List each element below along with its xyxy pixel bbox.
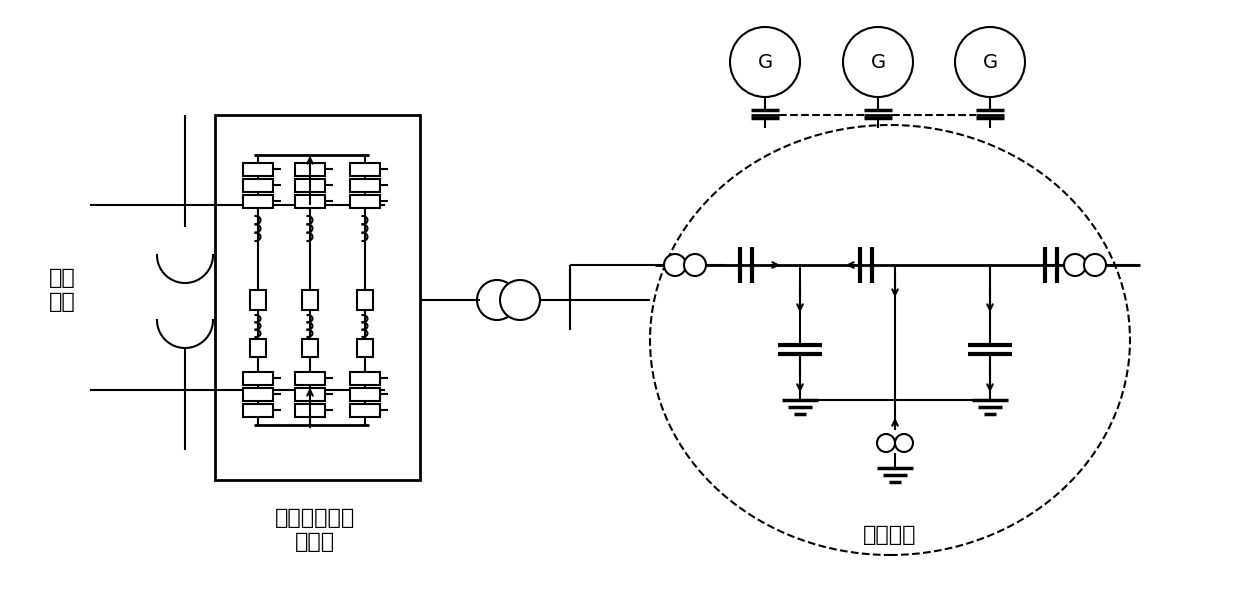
Circle shape — [684, 254, 706, 276]
Circle shape — [1064, 254, 1086, 276]
Bar — [243, 195, 273, 208]
Bar — [295, 163, 325, 176]
Circle shape — [663, 254, 686, 276]
Bar — [243, 404, 273, 417]
Bar — [295, 388, 325, 401]
Text: 交流电网: 交流电网 — [863, 525, 916, 545]
Bar — [295, 404, 325, 417]
Bar — [243, 179, 273, 192]
Bar — [303, 339, 317, 357]
Circle shape — [1084, 254, 1106, 276]
Bar — [250, 290, 267, 310]
Circle shape — [500, 280, 539, 320]
Circle shape — [477, 280, 517, 320]
Circle shape — [895, 434, 913, 452]
Text: G: G — [758, 52, 773, 71]
Bar — [215, 115, 420, 480]
Bar — [250, 339, 267, 357]
Bar — [350, 404, 379, 417]
Bar — [350, 163, 379, 176]
Bar — [243, 163, 273, 176]
Circle shape — [955, 27, 1025, 97]
Bar — [243, 372, 273, 385]
Bar — [243, 388, 273, 401]
Circle shape — [877, 434, 895, 452]
Bar — [303, 290, 317, 310]
Text: G: G — [982, 52, 997, 71]
Bar — [295, 372, 325, 385]
Bar — [295, 179, 325, 192]
Circle shape — [730, 27, 800, 97]
Text: 直流
线路: 直流 线路 — [48, 268, 76, 312]
Bar — [350, 388, 379, 401]
Bar — [295, 195, 325, 208]
Text: G: G — [870, 52, 885, 71]
Circle shape — [843, 27, 913, 97]
Text: 柔性直流输电
换流站: 柔性直流输电 换流站 — [275, 508, 355, 552]
Bar — [357, 339, 373, 357]
Bar — [350, 179, 379, 192]
Bar — [357, 290, 373, 310]
Bar — [350, 195, 379, 208]
Bar — [350, 372, 379, 385]
